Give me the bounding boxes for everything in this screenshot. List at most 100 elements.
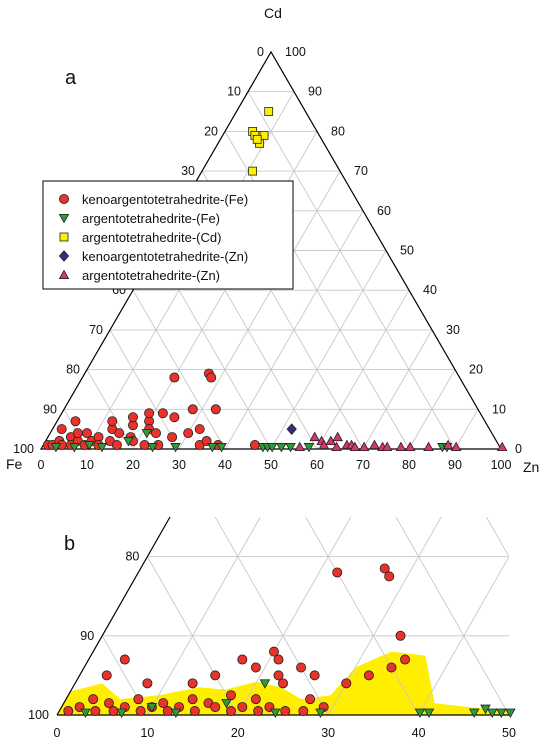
data-point — [141, 429, 153, 439]
tick-label-bottom: 30 — [321, 726, 335, 740]
data-point — [249, 440, 260, 451]
data-point — [386, 662, 397, 673]
tick-label-left: 30 — [181, 164, 195, 178]
data-point — [395, 441, 407, 452]
data-point — [294, 441, 306, 452]
tick-label-left: 0 — [257, 45, 264, 59]
data-point — [147, 443, 158, 453]
data-point — [266, 443, 278, 453]
data-point — [189, 706, 200, 717]
data-point — [298, 706, 309, 717]
data-point — [150, 428, 161, 439]
grid-line — [192, 517, 329, 715]
panel-b-grid — [101, 517, 509, 715]
legend-marker — [58, 213, 70, 224]
data-point — [237, 654, 248, 665]
data-point — [216, 443, 227, 453]
data-point — [80, 708, 91, 719]
tick-label-right: 0 — [515, 442, 522, 456]
data-point — [381, 441, 393, 452]
data-point — [277, 678, 288, 689]
data-point — [423, 441, 434, 452]
tick-label-left: 80 — [66, 363, 80, 377]
grid-line — [282, 517, 509, 715]
data-point — [72, 428, 83, 439]
data-point — [157, 408, 168, 419]
data-point — [127, 412, 138, 423]
data-point — [423, 708, 435, 719]
data-point — [84, 441, 95, 451]
data-point — [273, 670, 284, 681]
data-point — [158, 698, 169, 709]
legend-marker — [59, 232, 69, 242]
ternary-panel-b: 0 10 20 30 40 50 80 90 100 b — [28, 516, 516, 740]
data-point — [379, 563, 390, 574]
data-point — [332, 567, 343, 578]
data-point — [309, 431, 320, 442]
legend-label: argentotetrahedrite-(Fe) — [82, 211, 220, 226]
data-point — [56, 424, 67, 435]
legend-marker-diamond — [58, 250, 70, 262]
data-point — [108, 706, 119, 717]
data-point — [103, 698, 114, 709]
data-point — [358, 441, 370, 452]
data-point — [349, 441, 361, 452]
data-point — [309, 670, 320, 681]
legend-label: kenoargentotetrahedrite-(Zn) — [82, 249, 248, 264]
tick-label-bottom: 50 — [502, 726, 516, 740]
grid-line — [270, 250, 387, 450]
tick-label-bottom: 10 — [80, 458, 94, 472]
tick-label-right: 20 — [469, 363, 483, 377]
tick-label-bottom: 50 — [264, 458, 278, 472]
grid-line — [132, 289, 226, 450]
data-point — [210, 702, 221, 713]
vertex-right-label: Zn — [523, 459, 539, 475]
tick-label-bottom: 40 — [218, 458, 232, 472]
data-point — [170, 708, 182, 719]
data-point — [276, 443, 287, 453]
vertex-top-label: Cd — [264, 5, 282, 21]
legend-entry: kenoargentotetrahedrite-(Fe) — [59, 192, 248, 207]
grid-line — [109, 329, 180, 450]
tick-label-bottom: 30 — [172, 458, 186, 472]
tick-label-bottom: 70 — [356, 458, 370, 472]
data-point — [169, 372, 180, 383]
data-point — [404, 441, 416, 452]
data-point — [414, 708, 426, 719]
tick-label-left: 90 — [43, 402, 57, 416]
vertex-left-label: Fe — [6, 456, 23, 472]
legend-marker — [58, 250, 70, 262]
data-point — [248, 166, 258, 176]
data-point — [450, 441, 462, 452]
data-point — [315, 708, 326, 719]
legend-entry: argentotetrahedrite-(Fe) — [58, 211, 220, 226]
legend-box — [42, 180, 294, 290]
data-point — [305, 694, 316, 705]
panel-b-shaded-region — [57, 651, 509, 715]
data-point — [206, 372, 217, 383]
tick-label-left: 100 — [28, 708, 49, 722]
grid-line — [147, 556, 239, 715]
data-point — [107, 416, 118, 427]
data-point — [384, 571, 395, 582]
grid-line — [454, 409, 479, 450]
data-point — [250, 694, 261, 705]
tick-label-bottom: 0 — [54, 726, 61, 740]
tick-label-bottom: 10 — [140, 726, 154, 740]
data-point — [268, 646, 279, 657]
data-point — [442, 439, 454, 450]
tick-label-right: 70 — [354, 164, 368, 178]
tick-label-bottom: 0 — [38, 458, 45, 472]
shaded-region — [57, 651, 509, 715]
data-point — [363, 670, 374, 681]
data-point — [187, 404, 198, 415]
data-point — [139, 440, 150, 451]
data-point — [101, 670, 112, 681]
grid-line — [86, 369, 134, 450]
tick-label-right: 40 — [423, 283, 437, 297]
data-point — [162, 706, 173, 717]
tick-label-right: 60 — [377, 204, 391, 218]
data-point — [341, 678, 352, 689]
data-point — [187, 694, 198, 705]
tick-label-right: 30 — [446, 323, 460, 337]
